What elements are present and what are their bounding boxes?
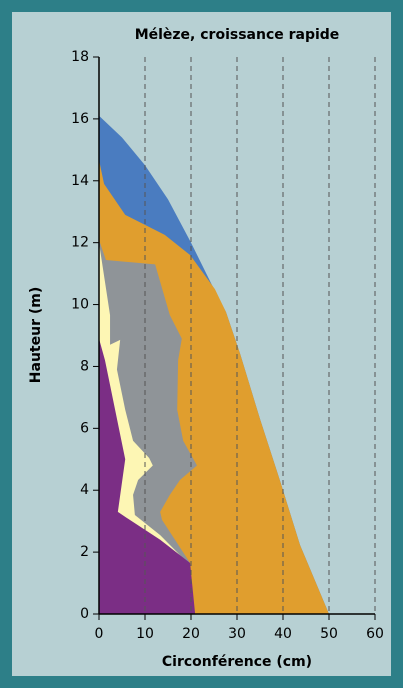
area (99, 338, 196, 614)
y-tick-label: 4 (80, 482, 89, 498)
y-tick-label: 18 (71, 49, 89, 65)
x-tick-label: 60 (366, 626, 384, 642)
y-tick-label: 16 (71, 111, 89, 127)
y-tick-label: 10 (71, 297, 89, 313)
y-tick-label: 2 (80, 544, 89, 560)
y-tick-label: 6 (80, 420, 89, 436)
y-tick-label: 12 (71, 235, 89, 251)
x-tick-label: 0 (95, 626, 104, 642)
x-tick-label: 50 (320, 626, 338, 642)
x-tick-label: 40 (274, 626, 292, 642)
x-axis-label: Circonférence (cm) (162, 654, 312, 670)
y-axis-label: Hauteur (m) (28, 287, 44, 383)
y-tick-label: 0 (80, 606, 89, 622)
x-tick-label: 30 (228, 626, 246, 642)
x-tick-label: 10 (136, 626, 154, 642)
y-tick-label: 14 (71, 173, 89, 189)
x-tick-label: 20 (182, 626, 200, 642)
chart-title: Mélèze, croissance rapide (135, 27, 340, 43)
y-tick-label: 8 (80, 358, 89, 374)
